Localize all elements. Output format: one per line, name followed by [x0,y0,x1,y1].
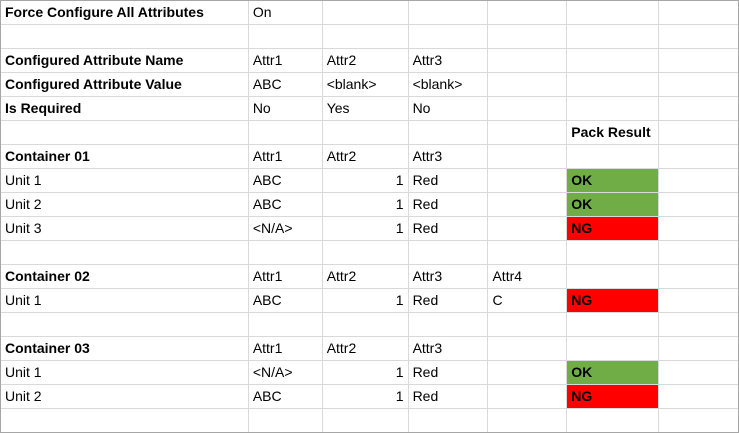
container-name[interactable]: Container 03 [0,336,249,361]
attr-header[interactable]: Attr2 [321,336,409,361]
unit-attr1[interactable]: <N/A> [247,216,323,241]
unit-row: Unit 1 ABC 1 Red OK [0,168,739,193]
empty-row [0,408,739,433]
pack-result-ng[interactable]: NG [566,216,660,241]
pack-result-ok[interactable]: OK [566,192,660,217]
pack-result-ok[interactable]: OK [566,360,660,385]
attr-header[interactable]: Attr1 [247,264,323,289]
attr-header[interactable]: Attr3 [407,336,489,361]
unit-name[interactable]: Unit 1 [0,360,249,385]
configured-name-2[interactable]: Attr2 [321,48,409,73]
empty-row [0,240,739,265]
unit-row: Unit 1 ABC 1 Red C NG [0,288,739,313]
unit-row: Unit 3 <N/A> 1 Red NG [0,216,739,241]
unit-name[interactable]: Unit 1 [0,288,249,313]
unit-attr1[interactable]: ABC [247,192,323,217]
row-pack-result-header: Pack Result [0,120,739,145]
unit-row: Unit 2 ABC 1 Red NG [0,384,739,409]
attr-header[interactable]: Attr1 [247,336,323,361]
unit-attr2[interactable]: 1 [321,168,409,193]
configured-name-3[interactable]: Attr3 [407,48,489,73]
configured-name-1[interactable]: Attr1 [247,48,323,73]
unit-attr2[interactable]: 1 [321,360,409,385]
unit-attr2[interactable]: 1 [321,216,409,241]
is-required-3[interactable]: No [407,96,489,121]
unit-row: Unit 1 <N/A> 1 Red OK [0,360,739,385]
row-force-configure: Force Configure All Attributes On [0,0,739,25]
attr-header[interactable]: Attr4 [487,264,568,289]
row-configured-name: Configured Attribute Name Attr1 Attr2 At… [0,48,739,73]
unit-attr1[interactable]: <N/A> [247,360,323,385]
is-required-label[interactable]: Is Required [0,96,249,121]
force-configure-label[interactable]: Force Configure All Attributes [0,0,249,25]
attr-header[interactable]: Attr2 [321,264,409,289]
unit-attr1[interactable]: ABC [247,384,323,409]
container-header-row: Container 02 Attr1 Attr2 Attr3 Attr4 [0,264,739,289]
attr-header[interactable]: Attr3 [407,264,489,289]
is-required-1[interactable]: No [247,96,323,121]
configured-value-2[interactable]: <blank> [321,72,409,97]
configured-name-label[interactable]: Configured Attribute Name [0,48,249,73]
container-name[interactable]: Container 01 [0,144,249,169]
row-configured-value: Configured Attribute Value ABC <blank> <… [0,72,739,97]
empty-row [0,24,739,49]
unit-attr4[interactable]: C [487,288,568,313]
unit-attr1[interactable]: ABC [247,168,323,193]
unit-row: Unit 2 ABC 1 Red OK [0,192,739,217]
configured-value-1[interactable]: ABC [247,72,323,97]
unit-attr2[interactable]: 1 [321,192,409,217]
unit-attr2[interactable]: 1 [321,288,409,313]
configured-value-label[interactable]: Configured Attribute Value [0,72,249,97]
row-is-required: Is Required No Yes No [0,96,739,121]
pack-result-ok[interactable]: OK [566,168,660,193]
unit-attr3[interactable]: Red [407,288,489,313]
empty-row [0,312,739,337]
pack-result-header[interactable]: Pack Result [566,120,660,145]
unit-attr1[interactable]: ABC [247,288,323,313]
attr-header[interactable]: Attr1 [247,144,323,169]
unit-attr3[interactable]: Red [407,384,489,409]
unit-name[interactable]: Unit 3 [0,216,249,241]
is-required-2[interactable]: Yes [321,96,409,121]
unit-name[interactable]: Unit 1 [0,168,249,193]
unit-name[interactable]: Unit 2 [0,192,249,217]
container-name[interactable]: Container 02 [0,264,249,289]
unit-attr3[interactable]: Red [407,360,489,385]
attr-header[interactable]: Attr2 [321,144,409,169]
unit-attr3[interactable]: Red [407,168,489,193]
pack-result-ng[interactable]: NG [566,288,660,313]
unit-name[interactable]: Unit 2 [0,384,249,409]
container-header-row: Container 01 Attr1 Attr2 Attr3 [0,144,739,169]
unit-attr3[interactable]: Red [407,192,489,217]
container-header-row: Container 03 Attr1 Attr2 Attr3 [0,336,739,361]
unit-attr3[interactable]: Red [407,216,489,241]
force-configure-value[interactable]: On [247,0,323,25]
unit-attr2[interactable]: 1 [321,384,409,409]
attr-header[interactable]: Attr3 [407,144,489,169]
pack-result-ng[interactable]: NG [566,384,660,409]
configured-value-3[interactable]: <blank> [407,72,489,97]
